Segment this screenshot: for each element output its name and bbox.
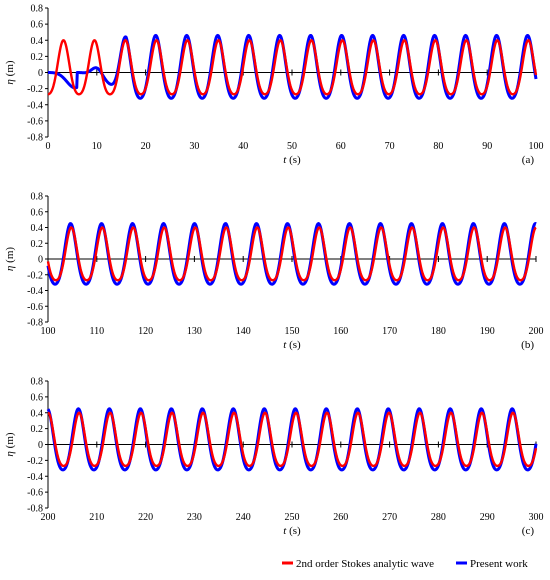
y-tick-label: -0.6 xyxy=(27,116,43,127)
legend: 2nd order Stokes analytic wave Present w… xyxy=(282,558,528,570)
x-tick-label: 180 xyxy=(431,326,446,337)
y-tick-label: 0.2 xyxy=(31,52,44,63)
y-axis-unit: (m) xyxy=(4,432,16,451)
series-stokes-analytic xyxy=(47,411,538,468)
x-axis-title: t (s) xyxy=(283,339,301,351)
y-axis-unit: (m) xyxy=(4,60,16,79)
x-tick-label: 290 xyxy=(480,512,495,523)
x-tick-label: 40 xyxy=(238,141,248,152)
y-axis-title: η (m) xyxy=(4,247,16,271)
x-tick-label: 70 xyxy=(385,141,395,152)
x-tick-label: 80 xyxy=(433,141,443,152)
panel-label: (a) xyxy=(522,154,535,166)
series-stokes-analytic xyxy=(47,39,538,96)
chart-panel-2: -0.8 -0.6 -0.4 -0.2 0 0.2 0.4 0.6 0.8 100 110 120 13… xyxy=(4,192,544,352)
y-tick-label: 0.8 xyxy=(31,377,44,388)
x-tick-label: 230 xyxy=(187,512,202,523)
y-axis-unit: (m) xyxy=(4,247,16,266)
y-tick-label: 0.6 xyxy=(31,392,44,403)
y-axis-title: η (m) xyxy=(4,432,16,456)
y-tick-label: 0.2 xyxy=(31,424,44,435)
y-tick-label: -0.2 xyxy=(27,456,43,467)
x-tick-label: 280 xyxy=(431,512,446,523)
y-tick-label: 0.8 xyxy=(31,192,44,203)
y-tick-label: 0.4 xyxy=(31,223,44,234)
x-tick-label: 190 xyxy=(480,326,495,337)
x-tick-label: 100 xyxy=(41,326,56,337)
x-tick-label: 270 xyxy=(382,512,397,523)
y-tick-label: -0.2 xyxy=(27,270,43,281)
x-tick-label: 260 xyxy=(333,512,348,523)
x-tick-label: 120 xyxy=(138,326,153,337)
x-axis-symbol: t xyxy=(283,525,287,537)
y-tick-label: 0 xyxy=(38,440,43,451)
x-tick-label: 140 xyxy=(236,326,251,337)
y-axis-symbol: η xyxy=(4,266,16,271)
x-axis-unit: (s) xyxy=(286,525,301,537)
x-tick-label: 130 xyxy=(187,326,202,337)
y-axis-title: η (m) xyxy=(4,60,16,84)
x-tick-label: 30 xyxy=(189,141,199,152)
x-tick-label: 250 xyxy=(285,512,300,523)
x-axis-symbol: t xyxy=(283,154,287,166)
y-tick-label: 0.4 xyxy=(31,408,44,419)
y-tick-label: -0.8 xyxy=(27,133,43,144)
x-tick-label: 60 xyxy=(336,141,346,152)
y-axis-symbol: η xyxy=(4,451,16,456)
y-tick-label: 0.6 xyxy=(31,20,44,31)
x-tick-label: 100 xyxy=(529,141,544,152)
y-axis-symbol: η xyxy=(4,79,16,84)
x-axis-unit: (s) xyxy=(286,154,301,166)
legend-label-stokes: 2nd order Stokes analytic wave xyxy=(296,558,434,570)
x-axis-title: t (s) xyxy=(283,154,301,166)
x-tick-label: 110 xyxy=(89,326,104,337)
chart-panel-1: -0.8 -0.6 -0.4 -0.2 0 0.2 0.4 0.6 0.8 0 10 20 30 40 50… xyxy=(4,4,544,167)
legend-label-present-work: Present work xyxy=(470,558,528,570)
chart-panel-3: -0.8 -0.6 -0.4 -0.2 0 0.2 0.4 0.6 0.8 200 210 220 23… xyxy=(4,377,544,538)
x-axis-symbol: t xyxy=(283,339,287,351)
y-tick-label: -0.8 xyxy=(27,504,43,515)
y-tick-label: -0.8 xyxy=(27,318,43,329)
y-tick-label: -0.6 xyxy=(27,302,43,313)
y-tick-label: 0 xyxy=(38,255,43,266)
x-tick-label: 210 xyxy=(89,512,104,523)
x-tick-label: 90 xyxy=(482,141,492,152)
x-tick-label: 200 xyxy=(529,326,544,337)
x-tick-label: 160 xyxy=(333,326,348,337)
y-tick-label: 0 xyxy=(38,68,43,79)
x-tick-label: 170 xyxy=(382,326,397,337)
x-tick-label: 10 xyxy=(92,141,102,152)
panel-label: (b) xyxy=(521,339,534,351)
x-tick-label: 20 xyxy=(141,141,151,152)
y-tick-label: -0.4 xyxy=(27,286,43,297)
panel-label: (c) xyxy=(522,525,535,537)
series-stokes-analytic xyxy=(46,226,537,282)
x-tick-label: 220 xyxy=(138,512,153,523)
y-tick-label: -0.2 xyxy=(27,84,43,95)
y-tick-label: 0.8 xyxy=(31,4,44,15)
y-tick-label: -0.6 xyxy=(27,488,43,499)
y-tick-label: -0.4 xyxy=(27,100,43,111)
y-tick-label: 0.2 xyxy=(31,239,44,250)
y-tick-label: -0.4 xyxy=(27,472,43,483)
x-tick-label: 0 xyxy=(46,141,51,152)
x-axis-unit: (s) xyxy=(286,339,301,351)
x-tick-label: 200 xyxy=(41,512,56,523)
x-tick-label: 240 xyxy=(236,512,251,523)
x-axis-title: t (s) xyxy=(283,525,301,537)
y-tick-label: 0.4 xyxy=(31,36,44,47)
x-tick-label: 300 xyxy=(529,512,544,523)
x-tick-label: 50 xyxy=(287,141,297,152)
y-tick-label: 0.6 xyxy=(31,207,44,218)
x-tick-label: 150 xyxy=(285,326,300,337)
